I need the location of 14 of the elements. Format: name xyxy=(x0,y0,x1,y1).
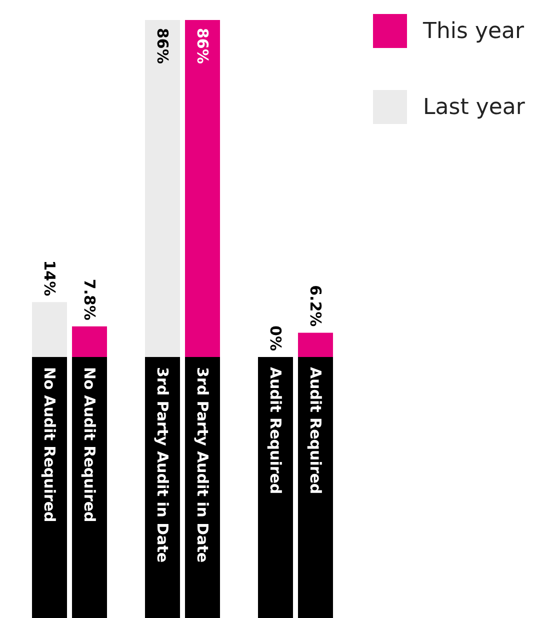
bar xyxy=(32,302,67,357)
x-tick-label: 3rd Party Audit in Date xyxy=(154,367,172,563)
x-tick-label: Audit Required xyxy=(266,367,284,494)
data-label: 6.2% xyxy=(306,285,324,327)
data-label: 0% xyxy=(266,326,284,351)
data-label: 14% xyxy=(40,260,58,296)
x-tick-label: No Audit Required xyxy=(40,367,58,522)
data-label: 7.8% xyxy=(80,278,98,320)
data-label: 86% xyxy=(194,28,212,64)
bar xyxy=(72,326,107,357)
legend-label: This year xyxy=(423,18,524,44)
data-label: 86% xyxy=(154,28,172,64)
bar xyxy=(298,332,333,357)
legend-label: Last year xyxy=(423,94,525,120)
